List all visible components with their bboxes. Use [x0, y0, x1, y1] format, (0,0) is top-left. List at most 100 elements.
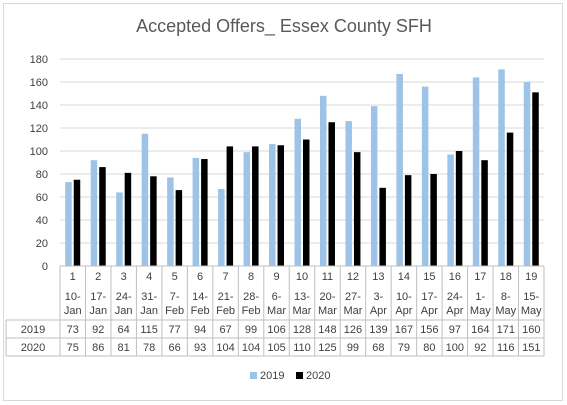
bar-2019	[523, 82, 531, 266]
x-tick-date-day: 24-	[116, 291, 132, 303]
y-axis: 0 20 40 60 80 100 120 140 160 180	[30, 54, 48, 273]
x-tick-date-month: May	[470, 305, 491, 317]
bar-2019	[116, 192, 123, 266]
y-tick-label: 120	[30, 123, 48, 135]
legend-swatch-2020	[296, 372, 303, 379]
bar-2019	[141, 133, 149, 266]
table-cell-value: 97	[449, 324, 461, 336]
bar-2020	[303, 139, 310, 266]
y-tick-label: 0	[42, 261, 48, 273]
table-cell-value: 92	[92, 324, 104, 336]
chart-title: Accepted Offers_ Essex County SFH	[136, 16, 432, 37]
bar-2019	[294, 118, 301, 266]
table-cell-value: 99	[347, 342, 359, 354]
bar-2020	[404, 175, 412, 266]
x-tick-date-day: 17-	[90, 291, 106, 303]
x-tick-date-month: May	[495, 305, 516, 317]
legend: 2019 2020	[250, 370, 330, 382]
x-tick-week: 2	[95, 271, 101, 283]
x-tick-date-month: Apr	[446, 305, 463, 317]
x-tick-date-day: 15-	[523, 291, 539, 303]
bar-2019	[243, 152, 251, 266]
y-tick-label: 100	[30, 146, 48, 158]
x-tick-date-month: Apr	[421, 305, 438, 317]
x-tick-date-day: 13-	[294, 291, 310, 303]
y-tick-label: 80	[36, 169, 48, 181]
y-tick-label: 20	[36, 238, 48, 250]
table-cell-value: 94	[194, 324, 206, 336]
x-tick-week: 8	[248, 271, 254, 283]
bar-2020	[150, 176, 157, 266]
table-cell-value: 79	[398, 342, 410, 354]
legend-swatch-2019	[250, 372, 257, 379]
x-tick-date-day: 10-	[65, 291, 81, 303]
table-cell-value: 126	[344, 324, 362, 336]
x-tick-week: 12	[347, 271, 359, 283]
bar-2020	[124, 172, 132, 266]
table-cell-value: 139	[369, 324, 387, 336]
table-cell-value: 164	[471, 324, 489, 336]
bar-2020	[430, 174, 437, 266]
table-cell-value: 100	[446, 342, 464, 354]
x-tick-date-day: 7-	[170, 291, 180, 303]
x-tick-date-day: 14-	[192, 291, 208, 303]
bars	[65, 69, 539, 267]
table-cell-value: 78	[143, 342, 155, 354]
table-cell-value: 171	[497, 324, 515, 336]
bar-2020	[328, 122, 335, 266]
table-cell-value: 77	[169, 324, 181, 336]
y-tick-label: 180	[30, 54, 48, 66]
table-cell-value: 104	[242, 342, 260, 354]
x-tick-date-month: May	[521, 305, 542, 317]
x-tick-week: 3	[121, 271, 127, 283]
bar-2020	[252, 146, 259, 266]
table-cell-value: 68	[372, 342, 384, 354]
x-tick-date-day: 28-	[243, 291, 259, 303]
y-tick-label: 140	[30, 100, 48, 112]
table-cell-value: 80	[423, 342, 435, 354]
table-cell-value: 125	[318, 342, 336, 354]
bar-2019	[345, 121, 352, 266]
bar-2019	[498, 69, 505, 266]
x-tick-week: 14	[398, 271, 410, 283]
x-tick-week: 11	[322, 271, 333, 283]
bar-2019	[447, 154, 454, 266]
x-tick-date-day: 1-	[475, 291, 485, 303]
legend-label-2019: 2019	[260, 370, 284, 382]
bar-2020	[277, 145, 285, 266]
x-tick-date-month: Mar	[318, 305, 337, 317]
table-cell-value: 156	[420, 324, 438, 336]
table-cell-value: 106	[267, 324, 285, 336]
table-cell-value: 115	[140, 324, 158, 336]
table-cell-value: 151	[522, 342, 540, 354]
x-tick-week: 10	[296, 271, 308, 283]
x-tick-date-day: 31-	[141, 291, 157, 303]
bar-2020	[353, 152, 361, 266]
chart-frame: Accepted Offers_ Essex County SFH 0 20 40 6…	[3, 3, 563, 401]
gridlines	[60, 58, 544, 267]
table-cell-value: 104	[216, 342, 234, 354]
x-tick-date-month: Feb	[216, 305, 235, 317]
x-tick-date-day: 24-	[447, 291, 463, 303]
legend-label-2020: 2020	[306, 370, 330, 382]
x-tick-date-month: Mar	[293, 305, 312, 317]
x-tick-date-day: 20-	[320, 291, 336, 303]
x-tick-date-month: Mar	[267, 305, 286, 317]
y-tick-label: 60	[36, 192, 48, 204]
y-tick-label: 40	[36, 215, 48, 227]
bar-2019	[396, 73, 403, 266]
x-tick-date-day: 3-	[374, 291, 384, 303]
x-tick-date-month: Apr	[370, 305, 387, 317]
x-tick-date-day: 17-	[421, 291, 437, 303]
table-cell-value: 73	[67, 324, 79, 336]
x-tick-week: 17	[474, 271, 486, 283]
table-cell-value: 86	[92, 342, 104, 354]
x-tick-week: 13	[372, 271, 384, 283]
table-cell-value: 167	[395, 324, 413, 336]
bar-2019	[421, 86, 429, 266]
table-cell-value: 128	[293, 324, 311, 336]
bar-2019	[90, 160, 98, 266]
bar-2020	[532, 92, 539, 266]
bar-2020	[175, 190, 183, 266]
chart-svg: Accepted Offers_ Essex County SFH 0 20 40 6…	[5, 16, 545, 382]
